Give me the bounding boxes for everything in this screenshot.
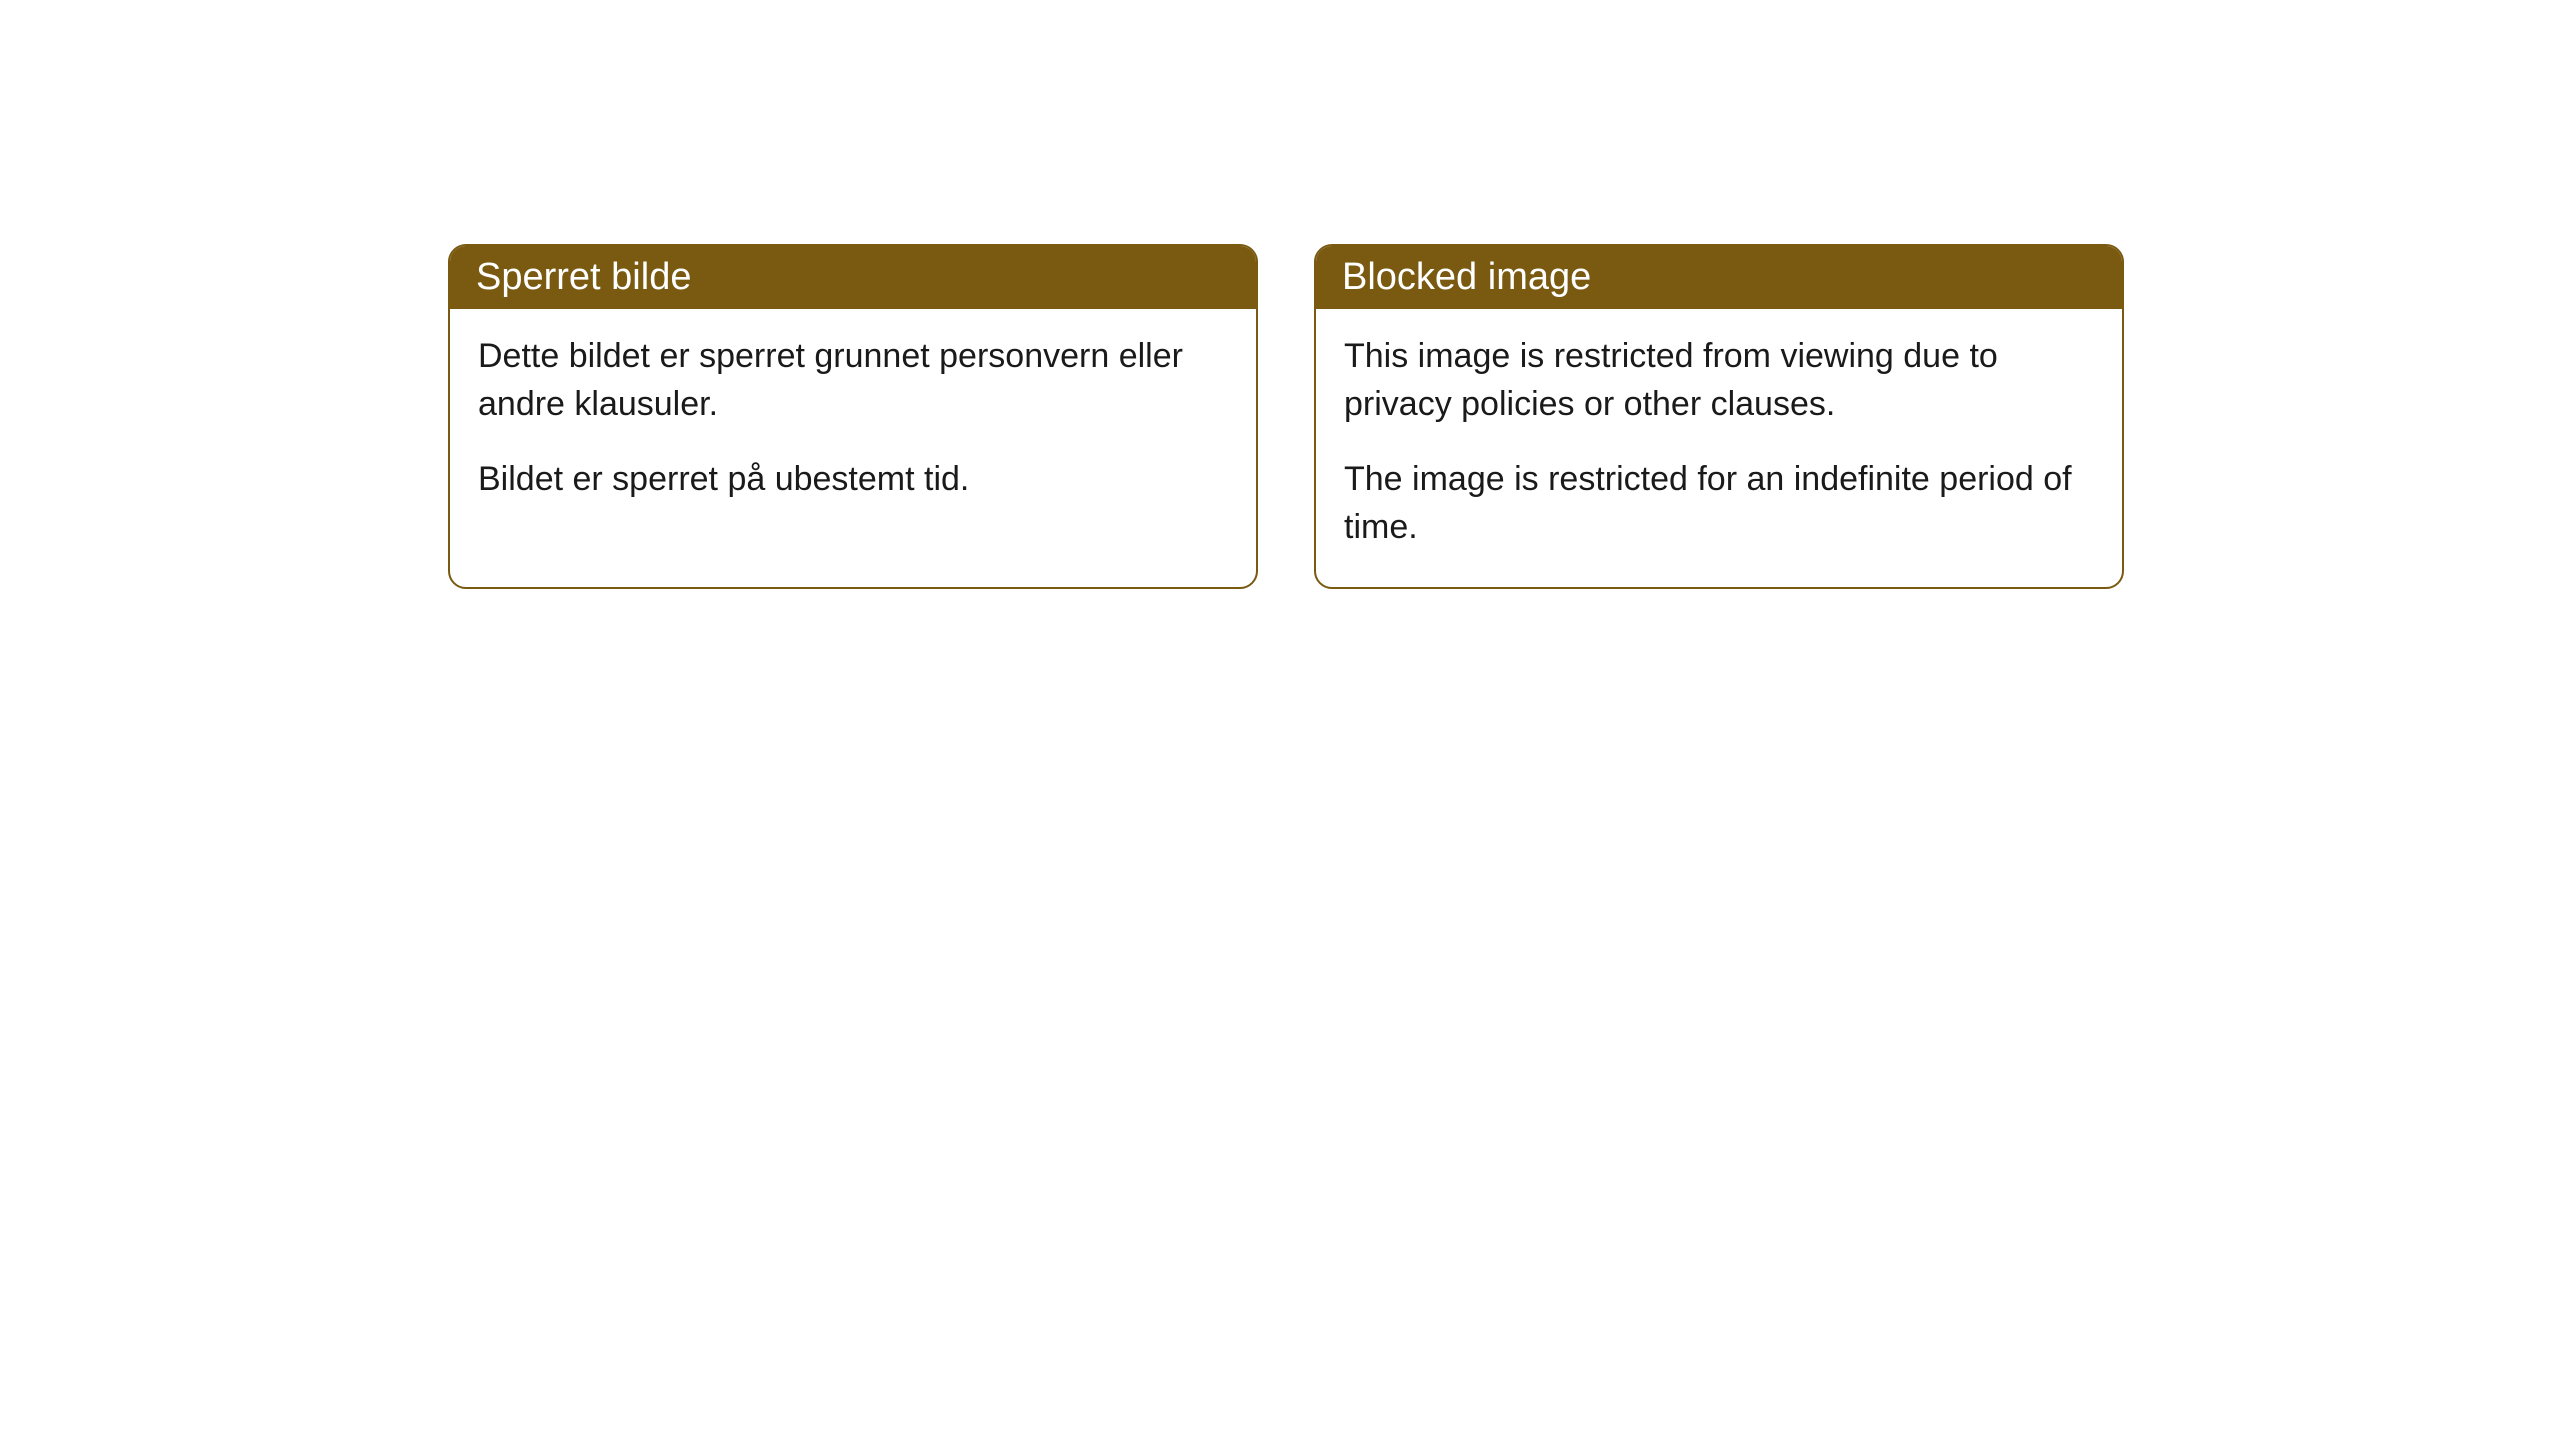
card-body-english: This image is restricted from viewing du… [1316,309,2122,587]
card-title: Blocked image [1342,256,1591,298]
cards-container: Sperret bilde Dette bildet er sperret gr… [448,244,2124,589]
card-body-norwegian: Dette bildet er sperret grunnet personve… [450,309,1256,540]
card-paragraph: Bildet er sperret på ubestemt tid. [478,456,1228,504]
card-paragraph: The image is restricted for an indefinit… [1344,456,2094,551]
card-paragraph: This image is restricted from viewing du… [1344,333,2094,428]
card-norwegian: Sperret bilde Dette bildet er sperret gr… [448,244,1258,589]
card-header-norwegian: Sperret bilde [450,246,1256,309]
card-title: Sperret bilde [476,256,691,298]
card-paragraph: Dette bildet er sperret grunnet personve… [478,333,1228,428]
card-english: Blocked image This image is restricted f… [1314,244,2124,589]
card-header-english: Blocked image [1316,246,2122,309]
